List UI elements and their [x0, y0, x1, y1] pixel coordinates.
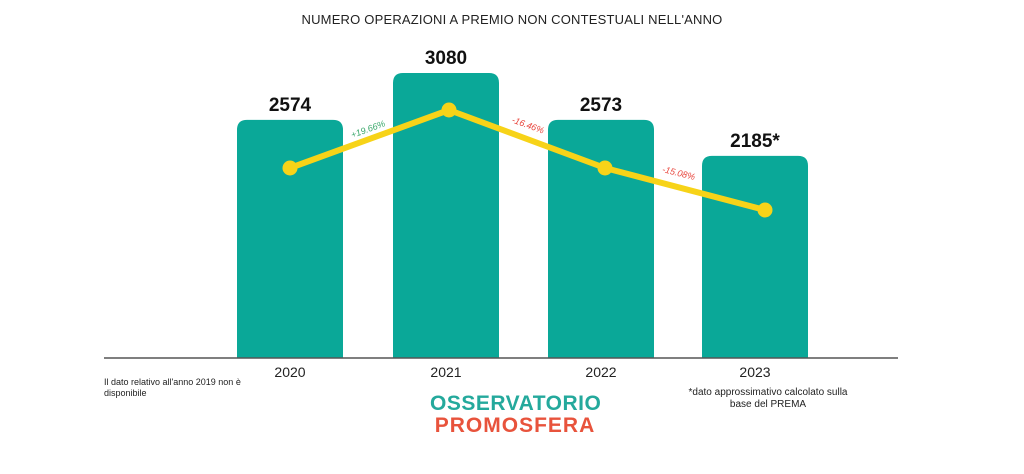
value-label-2022: 2573 [580, 95, 622, 116]
bar-2021 [393, 73, 499, 358]
note-missing-2019: Il dato relativo all'anno 2019 non è dis… [104, 377, 241, 398]
note-approximate: *dato approssimativo calcolato sulla bas… [688, 387, 848, 410]
chart-title: NUMERO OPERAZIONI A PREMIO NON CONTESTUA… [301, 12, 722, 27]
x-tick-2020: 2020 [274, 364, 305, 380]
logo-line-2: PROMOSFERA [434, 414, 596, 437]
bar-2020 [237, 119, 343, 358]
trend-point-2023 [757, 202, 773, 218]
bar-2022 [548, 119, 654, 358]
trend-point-2022 [597, 160, 613, 176]
x-tick-2021: 2021 [430, 364, 461, 380]
trend-group [282, 102, 773, 218]
x-tick-2023: 2023 [739, 364, 770, 380]
labels-group: 2574202030802021257320222185*2023+19.66%… [269, 48, 781, 380]
trend-line [287, 107, 768, 213]
osservatorio-promosfera-logo: OSSERVATORIO PROMOSFERA [430, 392, 602, 437]
value-label-2021: 3080 [425, 48, 467, 69]
trend-point-2020 [282, 160, 298, 176]
trend-change-label-3: -15.08% [661, 164, 696, 182]
bars-group [237, 73, 808, 358]
logo-line-1: OSSERVATORIO [430, 392, 602, 415]
trend-point-2021 [441, 102, 457, 118]
bar-2023 [702, 155, 808, 358]
x-tick-2022: 2022 [585, 364, 616, 380]
value-label-2023: 2185* [730, 131, 780, 152]
value-label-2020: 2574 [269, 95, 312, 116]
